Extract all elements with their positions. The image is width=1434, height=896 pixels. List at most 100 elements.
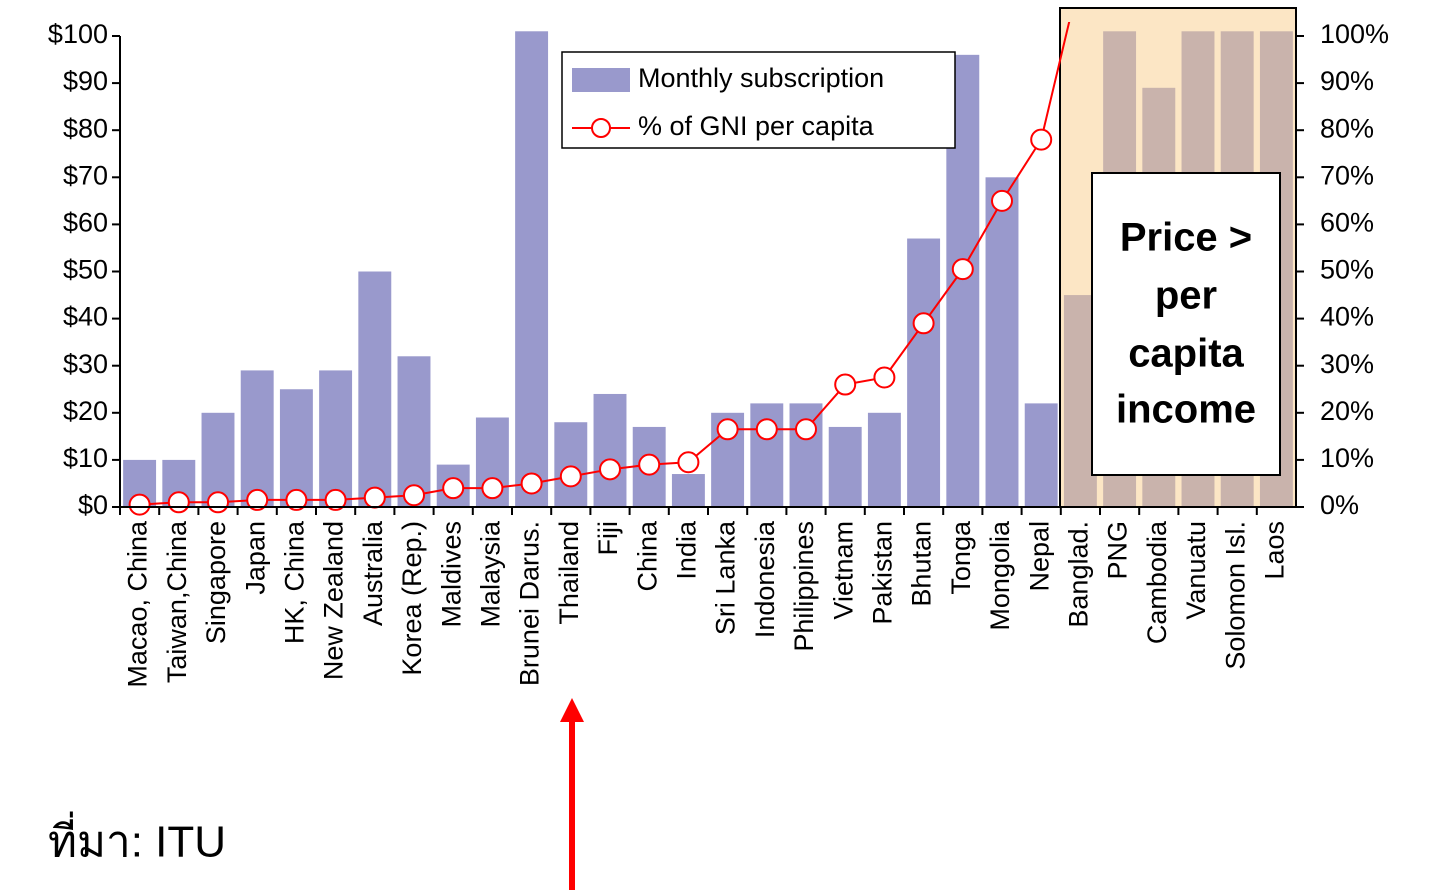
x-tick-label: HK, China — [280, 520, 310, 644]
y-tick-label: $100 — [48, 19, 108, 49]
annotation-box — [1091, 172, 1281, 476]
x-tick-label: Mongolia — [985, 520, 1015, 631]
marker — [873, 366, 896, 389]
x-tick-label: Taiwan,China — [162, 520, 192, 683]
x-tick-label: Vietnam — [828, 521, 858, 620]
bar — [554, 422, 588, 507]
legend-label: % of GNI per capita — [638, 111, 875, 141]
y2-tick-label: 30% — [1320, 349, 1374, 379]
x-tick-label: Maldives — [436, 521, 466, 628]
y2-tick-label: 80% — [1320, 113, 1374, 143]
y-tick-label: $70 — [63, 160, 108, 190]
marker — [246, 488, 269, 511]
legend-label: Monthly subscription — [638, 63, 884, 93]
bar — [867, 412, 901, 507]
bar — [279, 389, 313, 507]
x-tick-label: Indonesia — [750, 520, 780, 638]
marker — [128, 493, 151, 516]
y2-tick-label: 0% — [1320, 490, 1359, 520]
x-tick-label: Macao, China — [123, 520, 153, 688]
x-tick-label: Brunei Darus. — [515, 521, 545, 686]
marker — [167, 491, 190, 514]
marker — [363, 486, 386, 509]
y2-tick-label: 20% — [1320, 396, 1374, 426]
marker — [716, 418, 739, 441]
x-tick-label: Bhutan — [907, 521, 937, 607]
y-tick-label: $90 — [63, 66, 108, 96]
marker — [1030, 128, 1053, 151]
marker — [520, 472, 543, 495]
legend-swatch — [591, 118, 611, 138]
marker — [324, 488, 347, 511]
y-tick-label: $60 — [63, 208, 108, 238]
y2-tick-label: 40% — [1320, 302, 1374, 332]
bar — [358, 271, 392, 507]
bar — [319, 370, 353, 507]
x-tick-label: New Zealand — [319, 521, 349, 680]
arrow-head — [560, 698, 584, 722]
marker — [638, 453, 661, 476]
marker — [207, 491, 229, 514]
x-tick-label: Vanuatu — [1181, 521, 1211, 620]
x-tick-label: Sri Lanka — [711, 520, 741, 635]
marker — [912, 312, 935, 335]
x-tick-label: Solomon Isl. — [1220, 521, 1250, 670]
y-tick-label: $50 — [63, 255, 108, 285]
marker — [755, 418, 778, 441]
x-tick-label: PNG — [1103, 521, 1133, 580]
y-tick-label: $30 — [63, 349, 108, 379]
x-tick-label: Australia — [358, 520, 388, 626]
annotation: Price > — [1120, 216, 1252, 260]
x-tick-label: Laos — [1260, 521, 1290, 580]
marker — [951, 258, 974, 281]
marker — [677, 451, 700, 474]
bar — [240, 370, 274, 507]
x-tick-label: Cambodia — [1142, 520, 1172, 644]
bar — [671, 474, 705, 507]
marker — [481, 477, 504, 500]
legend-swatch — [572, 68, 630, 92]
bar — [515, 31, 549, 507]
marker — [795, 418, 817, 441]
bar — [593, 393, 627, 507]
bar — [397, 356, 431, 507]
y-tick-label: $0 — [78, 490, 108, 520]
x-tick-label: Pakistan — [868, 521, 898, 625]
y2-tick-label: 100% — [1320, 19, 1389, 49]
x-tick-label: Korea (Rep.) — [397, 521, 427, 676]
y2-tick-label: 10% — [1320, 443, 1374, 473]
x-tick-label: Malaysia — [476, 520, 506, 628]
annotation: capita — [1128, 332, 1244, 376]
marker — [442, 477, 465, 500]
marker — [991, 189, 1013, 212]
x-tick-label: China — [632, 520, 662, 592]
bar — [1024, 403, 1058, 507]
x-tick-label: Tonga — [946, 520, 976, 595]
y2-tick-label: 50% — [1320, 255, 1374, 285]
annotation: income — [1116, 388, 1256, 432]
y2-tick-label: 90% — [1320, 66, 1374, 96]
bar — [907, 238, 941, 507]
marker — [559, 465, 582, 488]
y-tick-label: $20 — [63, 396, 108, 426]
marker — [285, 488, 308, 511]
bar — [985, 177, 1019, 508]
y2-tick-label: 60% — [1320, 208, 1374, 238]
source: ที่มา: ITU — [48, 811, 226, 867]
marker — [834, 373, 857, 396]
y-tick-label: $10 — [63, 443, 108, 473]
x-tick-label: Singapore — [201, 521, 231, 644]
bar — [828, 426, 862, 507]
marker — [403, 484, 425, 507]
x-tick-label: India — [672, 520, 702, 580]
x-tick-label: Philippines — [789, 521, 819, 652]
annotation: per — [1155, 274, 1217, 318]
x-tick-label: Nepal — [1024, 521, 1054, 592]
y-tick-label: $40 — [63, 302, 108, 332]
y2-tick-label: 70% — [1320, 160, 1374, 190]
x-tick-label: Banglad. — [1064, 521, 1094, 628]
x-tick-label: Fiji — [593, 521, 623, 556]
x-tick-label: Japan — [240, 521, 270, 595]
marker — [599, 458, 621, 481]
